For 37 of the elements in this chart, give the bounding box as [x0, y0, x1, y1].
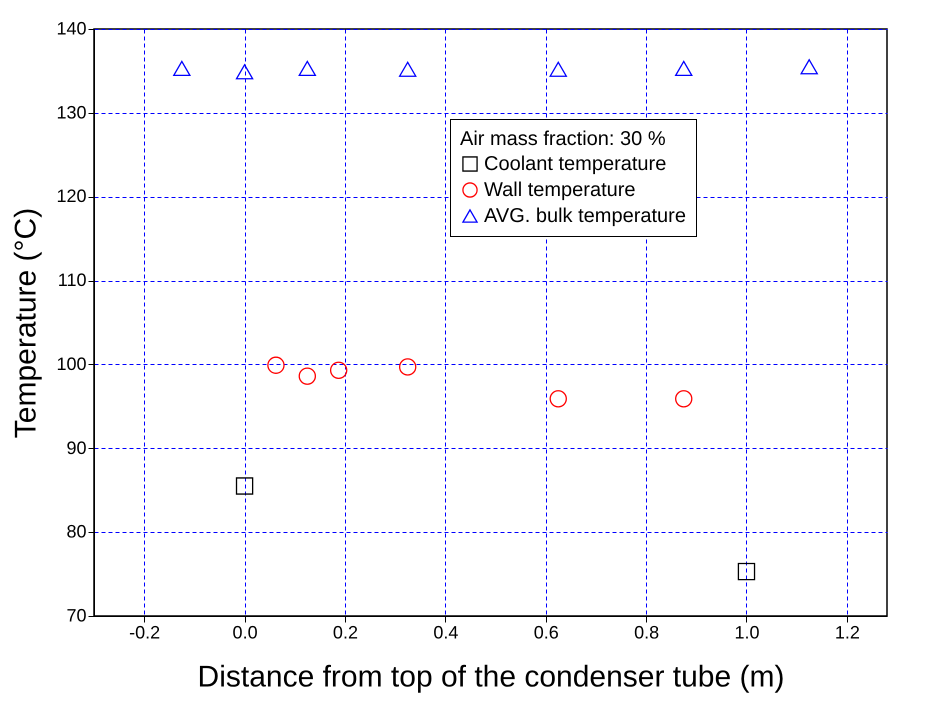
y-tick-label: 140 [56, 18, 86, 38]
x-tick-label: -0.2 [129, 622, 160, 642]
point [236, 477, 254, 495]
point [398, 62, 416, 77]
y-tick-label: 130 [56, 102, 86, 122]
x-tick-label: 1.0 [734, 622, 760, 642]
legend-label: Coolant temperature [484, 153, 666, 175]
point [298, 60, 316, 76]
y-tick-label: 80 [66, 522, 86, 542]
point [550, 390, 567, 408]
point [675, 390, 692, 408]
point [173, 60, 191, 76]
x-tick-label: 0.2 [332, 622, 358, 642]
legend-label: AVG. bulk temperature [484, 205, 686, 227]
x-axis-title: Distance from top of the condenser tube (m) [198, 660, 784, 694]
point [800, 59, 818, 74]
legend-label: Wall temperature [484, 179, 636, 201]
y-tick-label: 90 [66, 438, 86, 458]
y-axis-title: Temperature (°C) [9, 208, 42, 438]
x-tick-label: 0.6 [534, 622, 559, 642]
point [236, 64, 254, 80]
point [298, 367, 316, 385]
y-tick-label: 70 [66, 606, 86, 626]
point [398, 358, 416, 376]
point [675, 60, 692, 76]
point [330, 362, 348, 379]
x-tick-label: 0.0 [232, 622, 258, 642]
y-tick-label: 110 [58, 270, 86, 290]
y-tick-label: 120 [56, 186, 86, 206]
y-tick-label: 100 [56, 354, 86, 374]
x-tick-label: 0.8 [634, 622, 660, 642]
point [550, 62, 567, 77]
x-tick-label: 1.2 [834, 622, 860, 642]
legend-title: Air mass fraction: 30 % [460, 128, 666, 150]
x-tick-label: 0.4 [433, 622, 458, 642]
point [267, 356, 285, 374]
point [738, 562, 756, 580]
